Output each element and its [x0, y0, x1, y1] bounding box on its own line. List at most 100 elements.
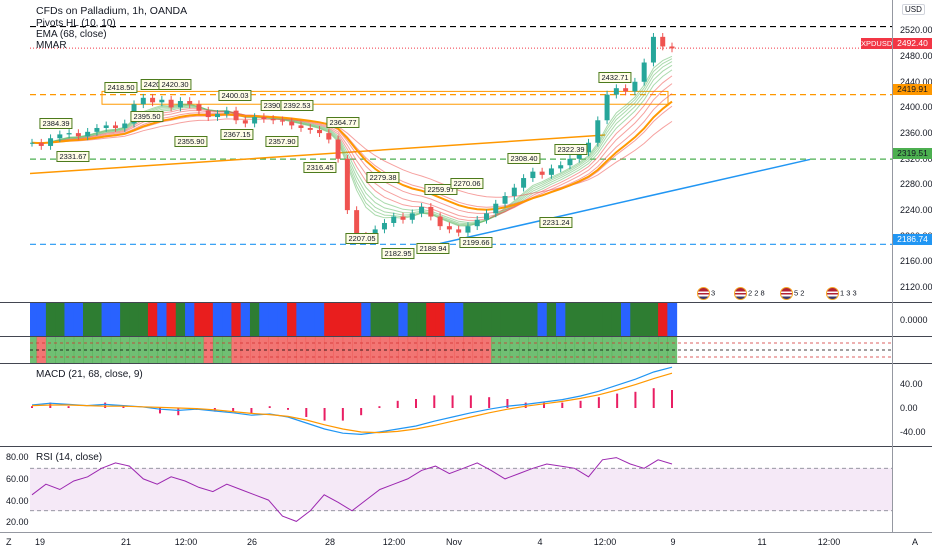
macd-hist-bar	[415, 399, 417, 408]
pane-divider[interactable]	[0, 363, 932, 364]
price-chart-svg	[30, 25, 892, 245]
state-bar	[185, 303, 195, 336]
state-bar	[611, 303, 622, 336]
bars1-axis-tick: 0.0000	[900, 315, 928, 325]
event-marker[interactable]: 3	[697, 287, 715, 300]
price-pane[interactable]	[30, 0, 892, 302]
candle-body	[595, 120, 601, 143]
pivot-label: 2357.90	[265, 136, 299, 147]
pivot-label: 2395.50	[130, 111, 164, 122]
macd-hist-bar	[122, 406, 125, 408]
candle-body	[140, 97, 146, 105]
candle-body	[391, 216, 397, 223]
time-axis-divider	[0, 532, 932, 533]
bars2-svg	[30, 337, 892, 363]
macd-hist-bar	[268, 406, 271, 408]
trend-bar	[83, 337, 93, 363]
state-bar	[398, 303, 409, 336]
event-marker[interactable]: 1 3 3	[826, 287, 857, 300]
pivot-label: 2259.97	[424, 184, 458, 195]
bars-pane-2[interactable]	[30, 337, 892, 363]
pane-divider[interactable]	[0, 446, 932, 447]
state-bar	[268, 303, 279, 336]
ma-ribbon-line	[31, 75, 673, 221]
macd-hist-bar	[543, 402, 545, 408]
trend-bar	[528, 337, 539, 363]
rsi-label[interactable]: RSI (14, close)	[36, 452, 103, 463]
event-marker[interactable]: 2 2 8	[734, 287, 765, 300]
macd-hist-bar	[469, 395, 472, 408]
candle-body	[604, 94, 610, 121]
state-bar	[166, 303, 177, 336]
state-bar	[30, 303, 38, 336]
pivot-label: 2279.38	[366, 172, 400, 183]
candle-body	[623, 88, 629, 92]
corner-button-left[interactable]: Z	[6, 537, 12, 547]
candle-body	[307, 127, 313, 130]
pivot-label: 2308.40	[507, 153, 541, 164]
candle-body	[650, 36, 656, 63]
state-bar	[212, 303, 223, 336]
macd-hist-bar	[561, 402, 564, 408]
state-bar	[546, 303, 557, 336]
state-bar	[556, 303, 566, 336]
candle-body	[177, 101, 183, 108]
pane-divider[interactable]	[0, 302, 932, 303]
ma-ribbon-line	[31, 93, 673, 214]
pivot-label: 2432.71	[598, 72, 632, 83]
indicator-ema-label[interactable]: EMA (68, close)	[36, 29, 107, 40]
price-axis[interactable]	[892, 0, 932, 532]
state-bar	[45, 303, 56, 336]
trend-bar	[30, 337, 38, 363]
indicator-mmar-label[interactable]: MMAR	[36, 40, 67, 51]
state-bar	[175, 303, 186, 336]
candle-body	[437, 216, 443, 227]
candle-body	[317, 129, 323, 134]
currency-label[interactable]: USD	[902, 4, 925, 15]
trend-bar	[611, 337, 622, 363]
state-bar	[259, 303, 270, 336]
state-bar	[296, 303, 307, 336]
state-bar	[129, 303, 140, 336]
trend-bar	[546, 337, 557, 363]
trend-bar	[648, 337, 659, 363]
time-axis-tick: 12:00	[382, 537, 406, 547]
macd-hist-bar	[104, 402, 107, 408]
state-bar	[379, 303, 390, 336]
trendline-blue	[439, 158, 811, 245]
bars-pane-1[interactable]	[30, 303, 892, 336]
candle-body	[75, 133, 81, 137]
state-bar	[120, 303, 130, 336]
state-bar	[240, 303, 251, 336]
state-bar	[157, 303, 167, 336]
state-bar	[463, 303, 474, 336]
trend-bar	[101, 337, 112, 363]
candle-body	[465, 226, 471, 233]
pivot-label: 2420.30	[158, 79, 192, 90]
state-bar	[444, 303, 455, 336]
trend-bar	[389, 337, 399, 363]
candle-body	[632, 81, 638, 92]
indicator-pivots-label[interactable]: Pivots HL (10, 10)	[36, 18, 116, 29]
candle-body	[446, 226, 452, 230]
macd-pane[interactable]	[30, 364, 892, 446]
pivot-label: 2199.66	[459, 237, 493, 248]
pivot-label: 2231.24	[539, 217, 573, 228]
auto-scale-button[interactable]: A	[912, 537, 919, 547]
macd-label[interactable]: MACD (21, 68, close, 9)	[36, 369, 143, 380]
signal-line	[31, 372, 673, 434]
macd-hist-bar	[323, 408, 326, 421]
pane-divider[interactable]	[0, 336, 932, 337]
pivot-label: 2182.95	[381, 248, 415, 259]
state-bar	[110, 303, 121, 336]
trend-bar	[509, 337, 520, 363]
candle-body	[150, 97, 156, 103]
candle-body	[400, 216, 406, 220]
event-marker[interactable]: 5 2	[780, 287, 804, 300]
candle-body	[409, 213, 415, 220]
macd-hist-bar	[232, 408, 235, 412]
trend-bar	[185, 337, 195, 363]
rsi-pane[interactable]	[30, 447, 892, 532]
state-bar	[528, 303, 539, 336]
last-price-tag: 2492.40	[893, 38, 932, 49]
